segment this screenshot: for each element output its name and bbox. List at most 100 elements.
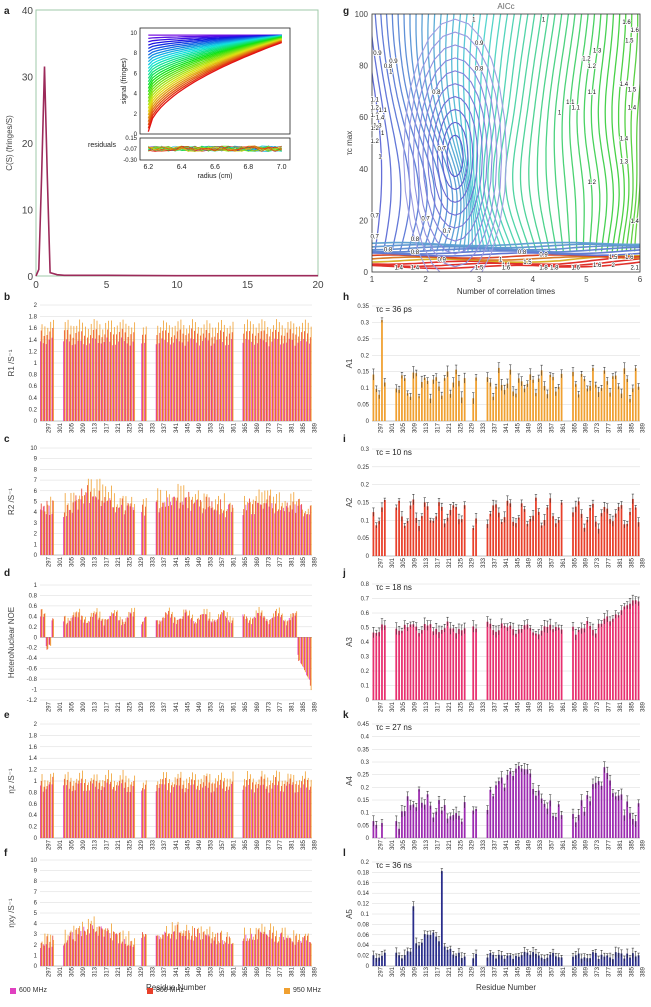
contour-label: 0.9	[389, 59, 398, 65]
bar	[398, 630, 400, 700]
x-tick-label: 377	[278, 556, 284, 567]
bar	[307, 777, 309, 838]
x-tick-label: 317	[435, 839, 441, 850]
bar	[126, 946, 128, 966]
bar	[218, 941, 219, 966]
x-tick-label: 313	[424, 422, 430, 433]
bar	[202, 787, 203, 838]
y-tick-label: 1.4	[29, 756, 38, 762]
x-tick-label: 353	[208, 839, 214, 850]
bar	[520, 768, 523, 838]
bar	[243, 785, 245, 838]
bar	[532, 952, 534, 966]
bar	[623, 368, 626, 421]
bar	[440, 810, 443, 838]
bar	[458, 815, 460, 838]
bar	[244, 495, 245, 555]
bar	[48, 947, 50, 966]
bar	[458, 629, 460, 700]
bar	[204, 934, 206, 966]
x-tick-label: 20	[312, 280, 324, 291]
bar	[111, 612, 112, 638]
bar	[92, 329, 94, 421]
x-tick-label: 321	[116, 701, 122, 712]
bar	[87, 485, 88, 555]
bar	[94, 338, 96, 421]
bar	[612, 618, 614, 700]
bar	[165, 777, 167, 838]
bar	[287, 620, 289, 638]
contour-label: 0.8	[518, 250, 527, 256]
bar	[102, 929, 104, 966]
bar	[53, 619, 54, 638]
bar	[432, 817, 435, 838]
bar	[310, 637, 312, 691]
y-tick-label: 5	[34, 911, 38, 917]
bar	[262, 933, 264, 966]
bar	[127, 502, 129, 555]
bar	[401, 516, 403, 556]
bar	[252, 324, 254, 421]
bar	[187, 789, 189, 838]
contour-line	[568, 14, 583, 252]
bar	[158, 624, 160, 638]
x-tick-label: 389	[641, 839, 647, 850]
bar	[78, 499, 80, 555]
bar	[475, 809, 477, 838]
bar	[112, 507, 114, 555]
bar	[594, 521, 597, 556]
bar	[415, 807, 418, 838]
bar	[124, 621, 126, 638]
bar	[52, 618, 54, 638]
bar	[540, 525, 543, 556]
bar	[48, 784, 50, 838]
bar	[217, 332, 219, 421]
inset-scan-line	[147, 39, 282, 116]
bar	[87, 328, 89, 421]
bar	[101, 786, 103, 838]
panel-label-f: f	[4, 848, 8, 859]
contour-line	[492, 14, 515, 252]
bar	[574, 506, 577, 556]
bar	[252, 782, 253, 838]
bar	[592, 952, 594, 966]
bar	[173, 622, 174, 638]
x-tick-label: 325	[127, 966, 133, 977]
y-tick-label: -0.2	[27, 646, 38, 652]
x-tick-label: 301	[58, 422, 64, 433]
bar	[69, 621, 71, 638]
bar	[273, 613, 274, 638]
y-tick-label: -0.4	[27, 656, 38, 662]
y-tick-label: 4	[34, 922, 38, 928]
bar	[418, 525, 420, 556]
bar	[247, 938, 248, 966]
bar	[597, 958, 600, 966]
bar	[63, 943, 65, 966]
bar	[614, 614, 617, 700]
bar	[100, 343, 102, 421]
x-tick-label: 377	[278, 422, 284, 433]
bar	[606, 616, 609, 700]
y-tick-label: 3	[34, 932, 38, 938]
bar	[84, 495, 86, 555]
bar	[168, 332, 169, 421]
bar	[249, 938, 250, 966]
bar	[280, 510, 281, 555]
contour-loop	[403, 18, 508, 272]
bar	[116, 782, 118, 838]
bar	[586, 388, 589, 421]
bar	[219, 784, 221, 838]
inset-scan-line	[147, 37, 282, 102]
bar	[122, 495, 124, 555]
bar	[125, 323, 127, 421]
bar	[398, 389, 400, 421]
bar	[53, 319, 54, 421]
bar	[283, 620, 284, 638]
bar	[194, 330, 195, 421]
bar	[284, 780, 286, 838]
x-tick-label: 325	[127, 839, 133, 850]
bar	[265, 503, 267, 555]
bar	[193, 784, 195, 838]
bar	[244, 324, 245, 421]
